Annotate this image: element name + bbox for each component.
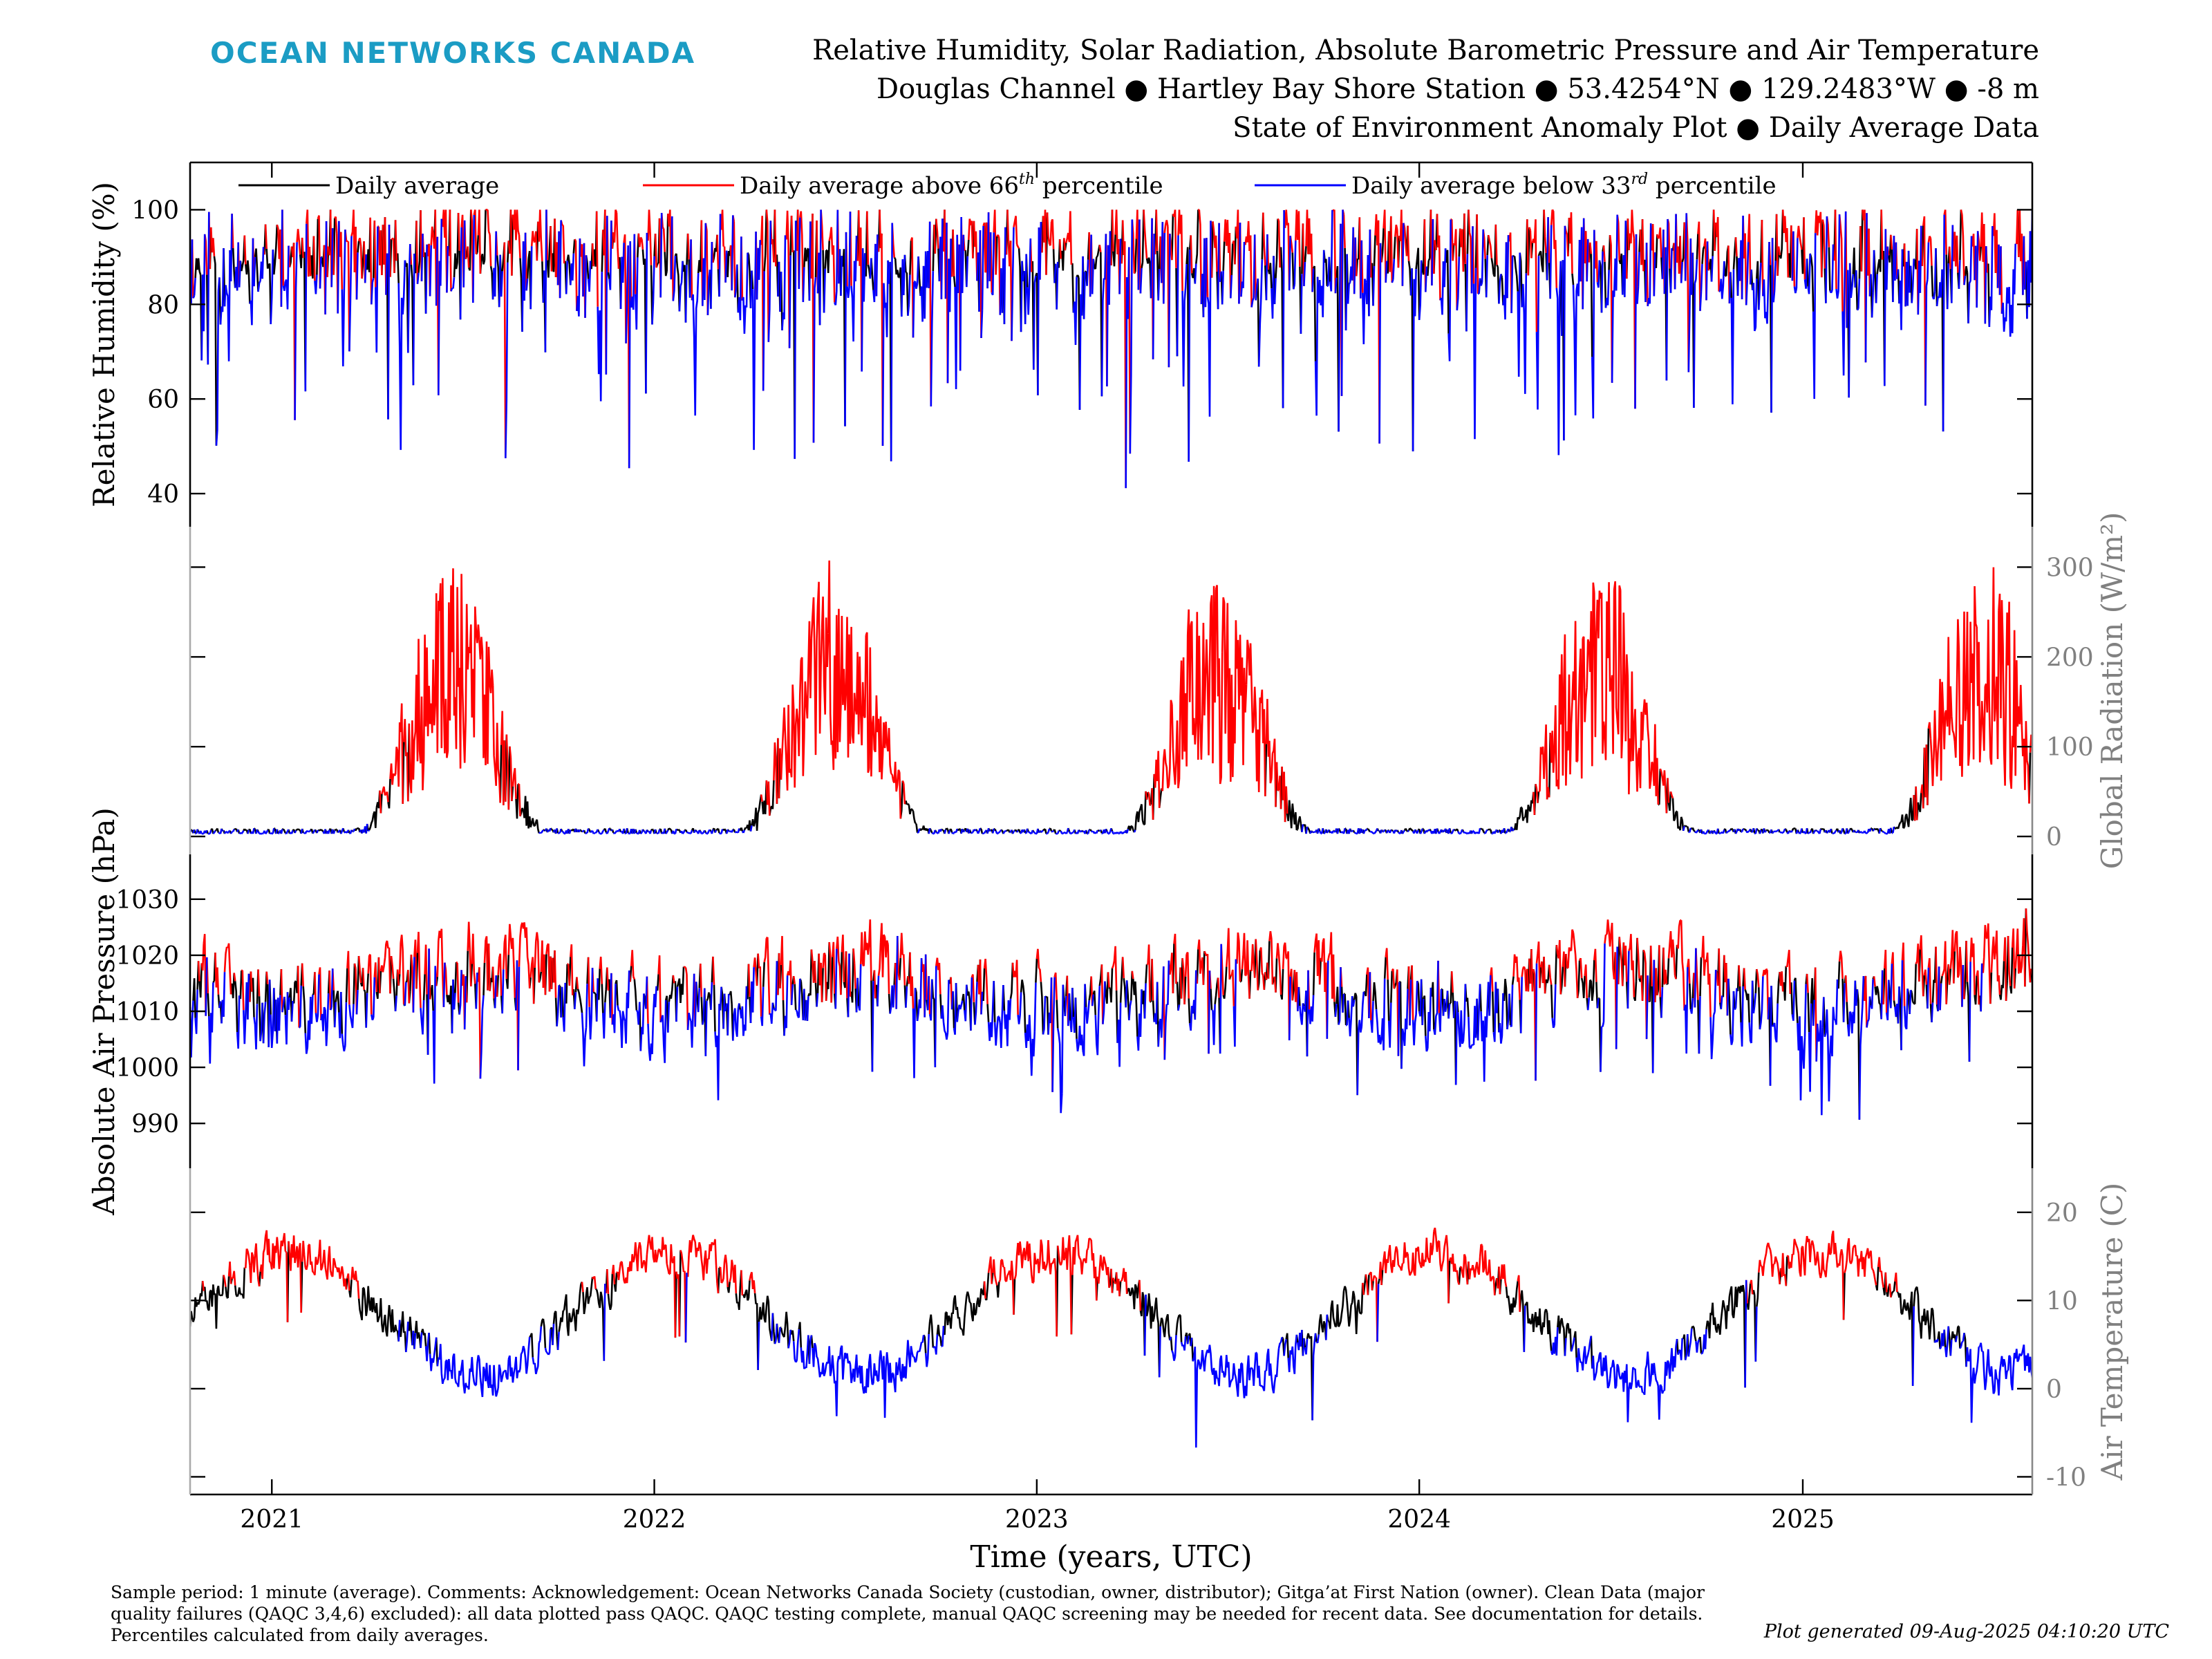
legend-label-1: Daily average above 66th percentile — [740, 171, 1163, 200]
legend-label-2: Daily average below 33rd percentile — [1351, 171, 1777, 200]
legend-label-tail-1: percentile — [1035, 172, 1163, 200]
legend-entry-1: Daily average above 66th percentile — [643, 171, 1163, 200]
chart-title: Relative Humidity, Solar Radiation, Abso… — [812, 35, 2039, 66]
panel-temperature: -10 0 10 20 Air Temperature (C) — [190, 1183, 2129, 1492]
footer-note: Sample period: 1 minute (average). Comme… — [111, 1582, 1705, 1645]
y-tick-label-radiation: 0 — [2046, 823, 2062, 852]
panel-radiation: 0 100 200 300 Global Radiation (W/m²) — [190, 512, 2129, 870]
legend-label-sup-1: th — [1019, 171, 1035, 188]
series-above-66th-radiation — [379, 560, 2032, 823]
panel-humidity: 40 60 80 100 Relative Humidity (%) — [87, 182, 2032, 509]
y-tick-label-temperature: 20 — [2046, 1199, 2078, 1228]
series-daily-average-temperature — [190, 1241, 1967, 1421]
x-tick-label-2024: 2024 — [1387, 1506, 1451, 1534]
series-group-humidity — [190, 209, 2032, 489]
y-tick-label-pressure: 1010 — [115, 998, 179, 1027]
x-tick-label-2025: 2025 — [1771, 1506, 1835, 1534]
chart-subtitle-type: State of Environment Anomaly Plot ● Dail… — [1232, 112, 2039, 144]
y-axis-label-radiation: Global Radiation (W/m²) — [2095, 512, 2129, 870]
ocean-networks-canada-logo: OCEAN NETWORKS CANADA — [210, 36, 696, 70]
series-above-66th-temperature — [201, 1227, 1898, 1343]
y-tick-label-humidity: 40 — [147, 480, 179, 509]
y-tick-label-pressure: 1000 — [115, 1054, 179, 1082]
y-tick-label-temperature: 10 — [2046, 1287, 2078, 1315]
legend-entry-0: Daily average — [238, 172, 499, 200]
y-tick-label-pressure: 1030 — [115, 886, 179, 915]
x-axis-label: Time (years, UTC) — [970, 1539, 1252, 1575]
y-tick-label-radiation: 200 — [2046, 644, 2094, 672]
series-below-33rd-humidity — [190, 209, 2032, 489]
y-tick-label-temperature: -10 — [2046, 1463, 2086, 1492]
y-tick-label-humidity: 80 — [147, 291, 179, 319]
series-below-33rd-pressure — [190, 935, 1983, 1120]
y-axis-label-pressure: Absolute Air Pressure (hPa) — [87, 807, 121, 1216]
y-tick-label-radiation: 300 — [2046, 554, 2094, 582]
series-group-radiation — [190, 560, 2032, 835]
chart-subtitle-location: Douglas Channel ● Hartley Bay Shore Stat… — [877, 73, 2039, 105]
legend-label-sup-2: rd — [1631, 171, 1649, 188]
y-tick-label-pressure: 990 — [131, 1110, 179, 1138]
series-below-33rd-temperature — [397, 1273, 2032, 1448]
series-group-temperature — [190, 1227, 2032, 1448]
y-tick-label-temperature: 0 — [2046, 1376, 2062, 1404]
legend-entry-2: Daily average below 33rd percentile — [1255, 171, 1777, 200]
y-axis-label-temperature: Air Temperature (C) — [2095, 1183, 2129, 1481]
x-tick-label-2023: 2023 — [1005, 1506, 1069, 1534]
x-tick-label-2022: 2022 — [623, 1506, 686, 1534]
y-tick-label-radiation: 100 — [2046, 733, 2094, 762]
legend-label-tail-2: percentile — [1648, 172, 1777, 200]
y-tick-label-humidity: 60 — [147, 386, 179, 414]
series-above-66th-pressure — [197, 908, 2032, 1092]
plot-generated-timestamp: Plot generated 09-Aug-2025 04:10:20 UTC — [1763, 1621, 2169, 1642]
series-daily-average-radiation — [191, 723, 2032, 834]
y-tick-label-humidity: 100 — [131, 196, 179, 225]
legend-label-0: Daily average — [335, 172, 499, 200]
y-axis-label-humidity: Relative Humidity (%) — [87, 182, 121, 507]
series-group-pressure — [190, 908, 2032, 1120]
x-tick-label-2021: 2021 — [240, 1506, 303, 1534]
series-below-33rd-radiation — [190, 823, 1895, 835]
y-tick-label-pressure: 1020 — [115, 942, 179, 971]
